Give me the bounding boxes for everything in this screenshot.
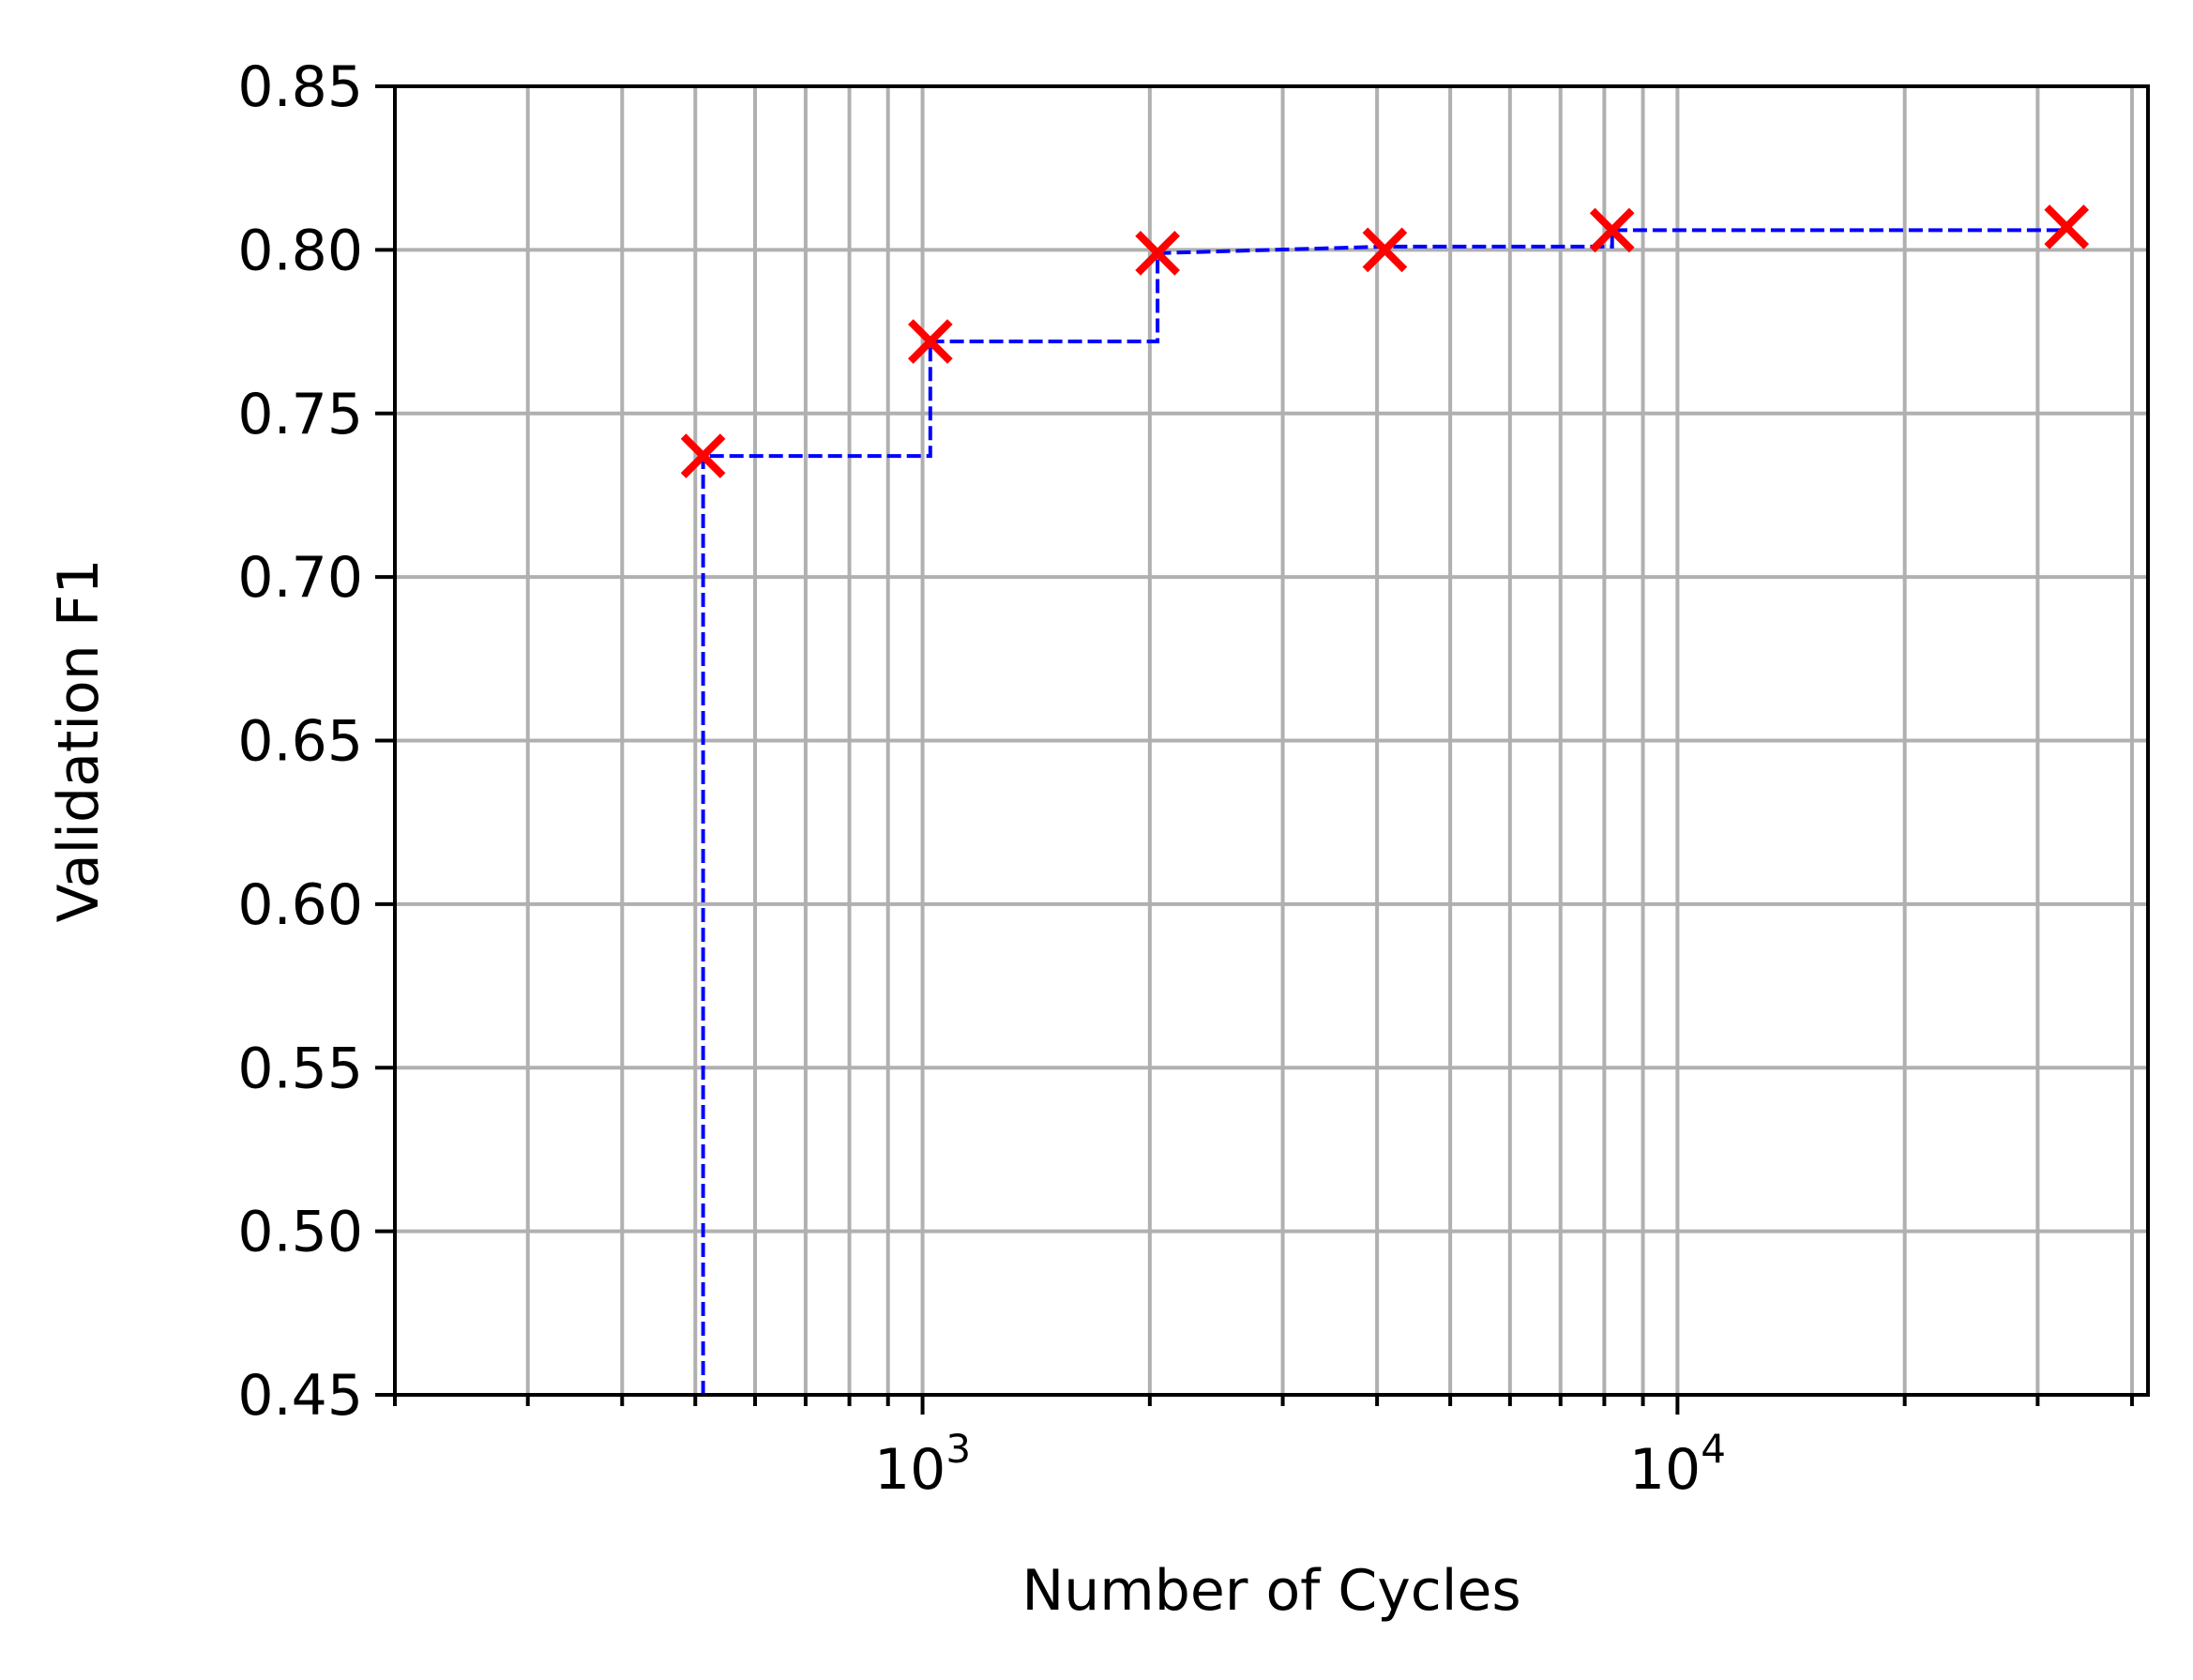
y-tick-label: 0.80 (237, 218, 363, 283)
y-tick-label: 0.85 (237, 54, 363, 120)
data-point-marker (680, 433, 726, 478)
best-so-far-step-line (701, 228, 2067, 1395)
marker-stroke (908, 319, 953, 364)
data-point-marker (2044, 204, 2090, 250)
y-tick-label: 0.75 (237, 382, 363, 447)
x-tick-label-base: 10 (1629, 1437, 1701, 1503)
data-markers (680, 204, 2090, 478)
y-tick-label: 0.45 (237, 1363, 363, 1429)
y-axis-label: Validation F1 (46, 558, 112, 922)
x-tick-labels: 103 104 (874, 1426, 1726, 1503)
grid (393, 84, 2148, 1397)
y-tick-label: 0.70 (237, 545, 363, 611)
axis-ticks (375, 84, 2134, 1415)
y-tick-label: 0.65 (237, 709, 363, 775)
x-tick-label-exponent: 4 (1701, 1426, 1726, 1472)
marker-stroke (2044, 204, 2090, 250)
y-tick-label: 0.50 (237, 1200, 363, 1265)
x-tick-label-base: 10 (874, 1437, 945, 1503)
x-tick-label: 104 (1629, 1426, 1726, 1503)
y-tick-label: 0.55 (237, 1036, 363, 1101)
x-axis-label: Number of Cycles (1021, 1558, 1520, 1624)
y-tick-label: 0.60 (237, 872, 363, 938)
x-tick-label-exponent: 3 (945, 1426, 971, 1472)
marker-stroke (1362, 227, 1408, 273)
step-line (701, 228, 2067, 1395)
marker-stroke (1589, 207, 1635, 253)
data-point-marker (1589, 207, 1635, 253)
data-point-marker (908, 319, 953, 364)
data-point-marker (1362, 227, 1408, 273)
x-tick-label: 103 (874, 1426, 971, 1503)
y-tick-labels: 0.45 0.50 0.55 0.60 0.65 0.70 0.75 0.80 0.85 (237, 54, 363, 1429)
marker-stroke (680, 433, 726, 478)
data-point-marker (1135, 231, 1180, 276)
marker-stroke (1135, 231, 1180, 276)
